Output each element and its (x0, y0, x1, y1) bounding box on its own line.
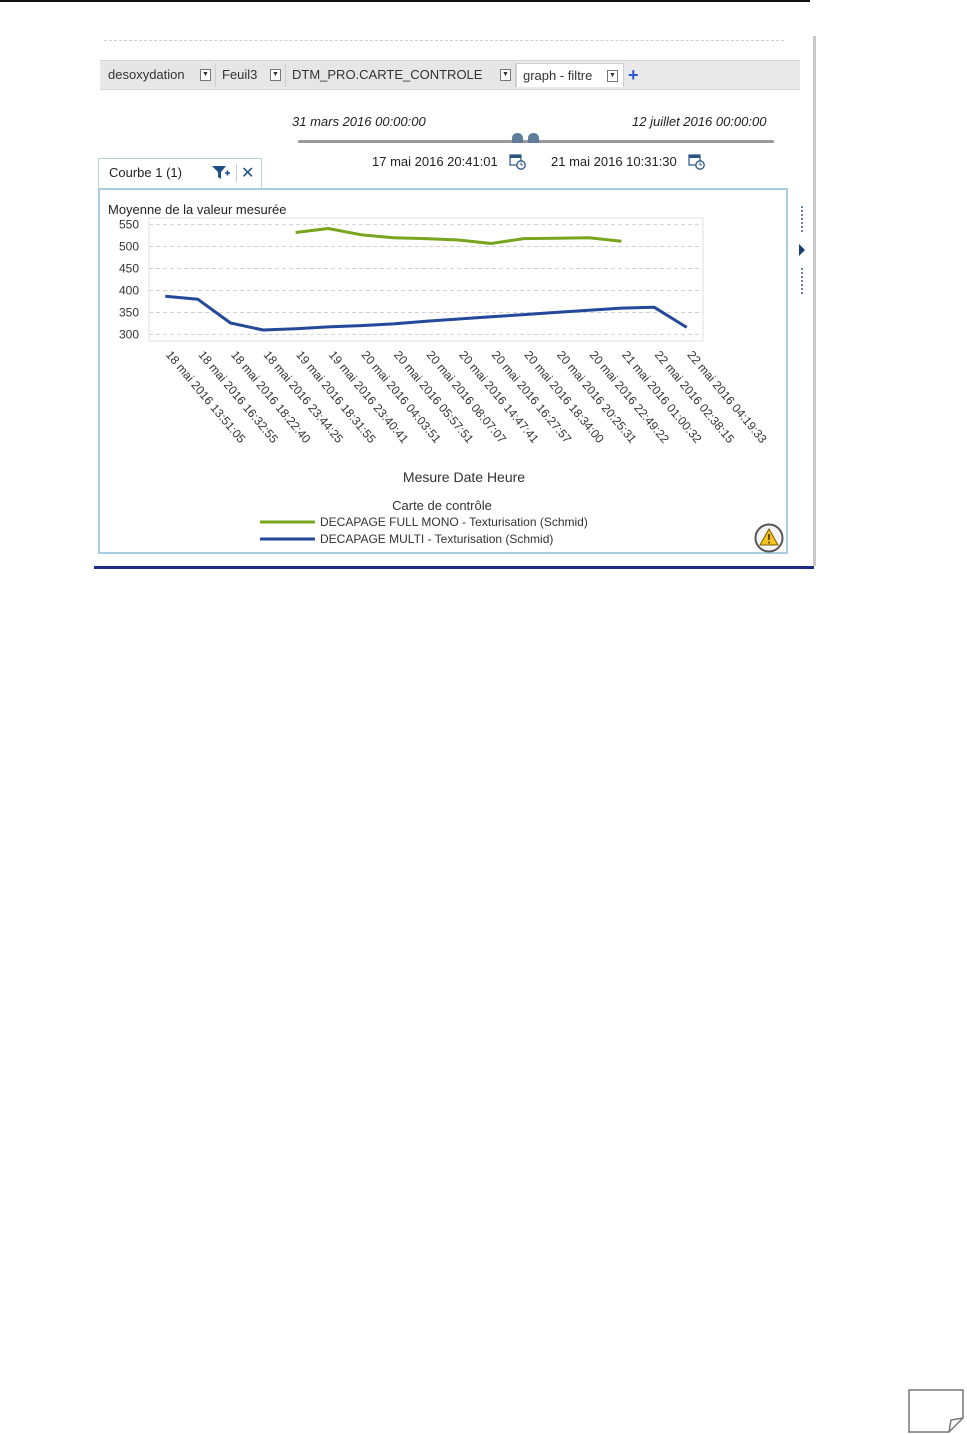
tab-label: desoxydation (108, 67, 185, 82)
close-icon[interactable]: ✕ (241, 165, 255, 182)
legend-label: DECAPAGE MULTI - Texturisation (Schmid) (320, 532, 553, 546)
line-chart: Moyenne de la valeur mesurée 300 350 400 45… (108, 202, 770, 546)
chart-panel: Moyenne de la valeur mesurée 300 350 400 45… (98, 188, 788, 554)
range-end-label: 12 juillet 2016 00:00:00 (632, 114, 767, 129)
app-window: desoxydation ▼ Feuil3 ▼ DTM_PRO.CARTE_CO… (94, 36, 816, 566)
tab-desoxydation[interactable]: desoxydation ▼ (102, 63, 216, 87)
chevron-down-icon[interactable]: ▼ (200, 69, 211, 81)
chevron-down-icon[interactable]: ▼ (607, 70, 618, 82)
filter-icon[interactable] (211, 164, 231, 182)
chevron-right-icon (799, 244, 805, 256)
slider-handle-icon[interactable] (528, 133, 539, 143)
chart-tab-label: Courbe 1 (1) (109, 165, 182, 180)
warning-icon[interactable] (754, 523, 784, 553)
plus-icon[interactable]: + (628, 65, 639, 85)
tab-feuil3[interactable]: Feuil3 ▼ (216, 63, 286, 87)
series-line-2 (165, 294, 688, 332)
y-axis-title: Moyenne de la valeur mesurée (108, 202, 287, 217)
chevron-down-icon[interactable]: ▼ (500, 69, 511, 81)
y-tick-label: 550 (119, 218, 139, 232)
dashed-divider (104, 40, 784, 41)
series-line-1 (295, 227, 622, 245)
window-bottom-border (94, 566, 814, 569)
slider-handle-icon[interactable] (512, 133, 523, 143)
range-start-label: 31 mars 2016 00:00:00 (292, 114, 426, 129)
side-panel-toggle[interactable] (797, 204, 807, 304)
tab-graph-filtre[interactable]: graph - filtre ▼ (516, 63, 624, 87)
selected-end-date: 21 mai 2016 10:31:30 (551, 154, 677, 169)
selected-start-date: 17 mai 2016 20:41:01 (372, 154, 498, 169)
calendar-icon[interactable] (509, 153, 526, 170)
tab-dtm-pro-carte-controle[interactable]: DTM_PRO.CARTE_CONTROLE ▼ (286, 63, 516, 87)
sheet-tab-bar: desoxydation ▼ Feuil3 ▼ DTM_PRO.CARTE_CO… (100, 60, 800, 90)
tab-label: graph - filtre (523, 68, 593, 83)
tab-courbe-1[interactable]: Courbe 1 (1) ✕ (98, 158, 262, 188)
y-tick-label: 350 (119, 305, 139, 319)
x-axis-title: Mesure Date Heure (403, 469, 525, 485)
tab-label: Feuil3 (222, 67, 258, 82)
calendar-icon[interactable] (688, 153, 705, 170)
page-top-rule (0, 0, 810, 2)
page-fold-icon (908, 1389, 964, 1433)
chevron-down-icon[interactable]: ▼ (270, 69, 281, 81)
y-tick-label: 500 (119, 240, 139, 254)
y-tick-label: 450 (119, 262, 139, 276)
legend-label: DECAPAGE FULL MONO - Texturisation (Schm… (320, 515, 588, 529)
y-tick-label: 300 (119, 327, 139, 341)
y-tick-label: 400 (119, 283, 139, 297)
legend-title: Carte de contrôle (392, 498, 492, 513)
tab-separator (236, 164, 237, 182)
tab-label: DTM_PRO.CARTE_CONTROLE (292, 67, 483, 82)
